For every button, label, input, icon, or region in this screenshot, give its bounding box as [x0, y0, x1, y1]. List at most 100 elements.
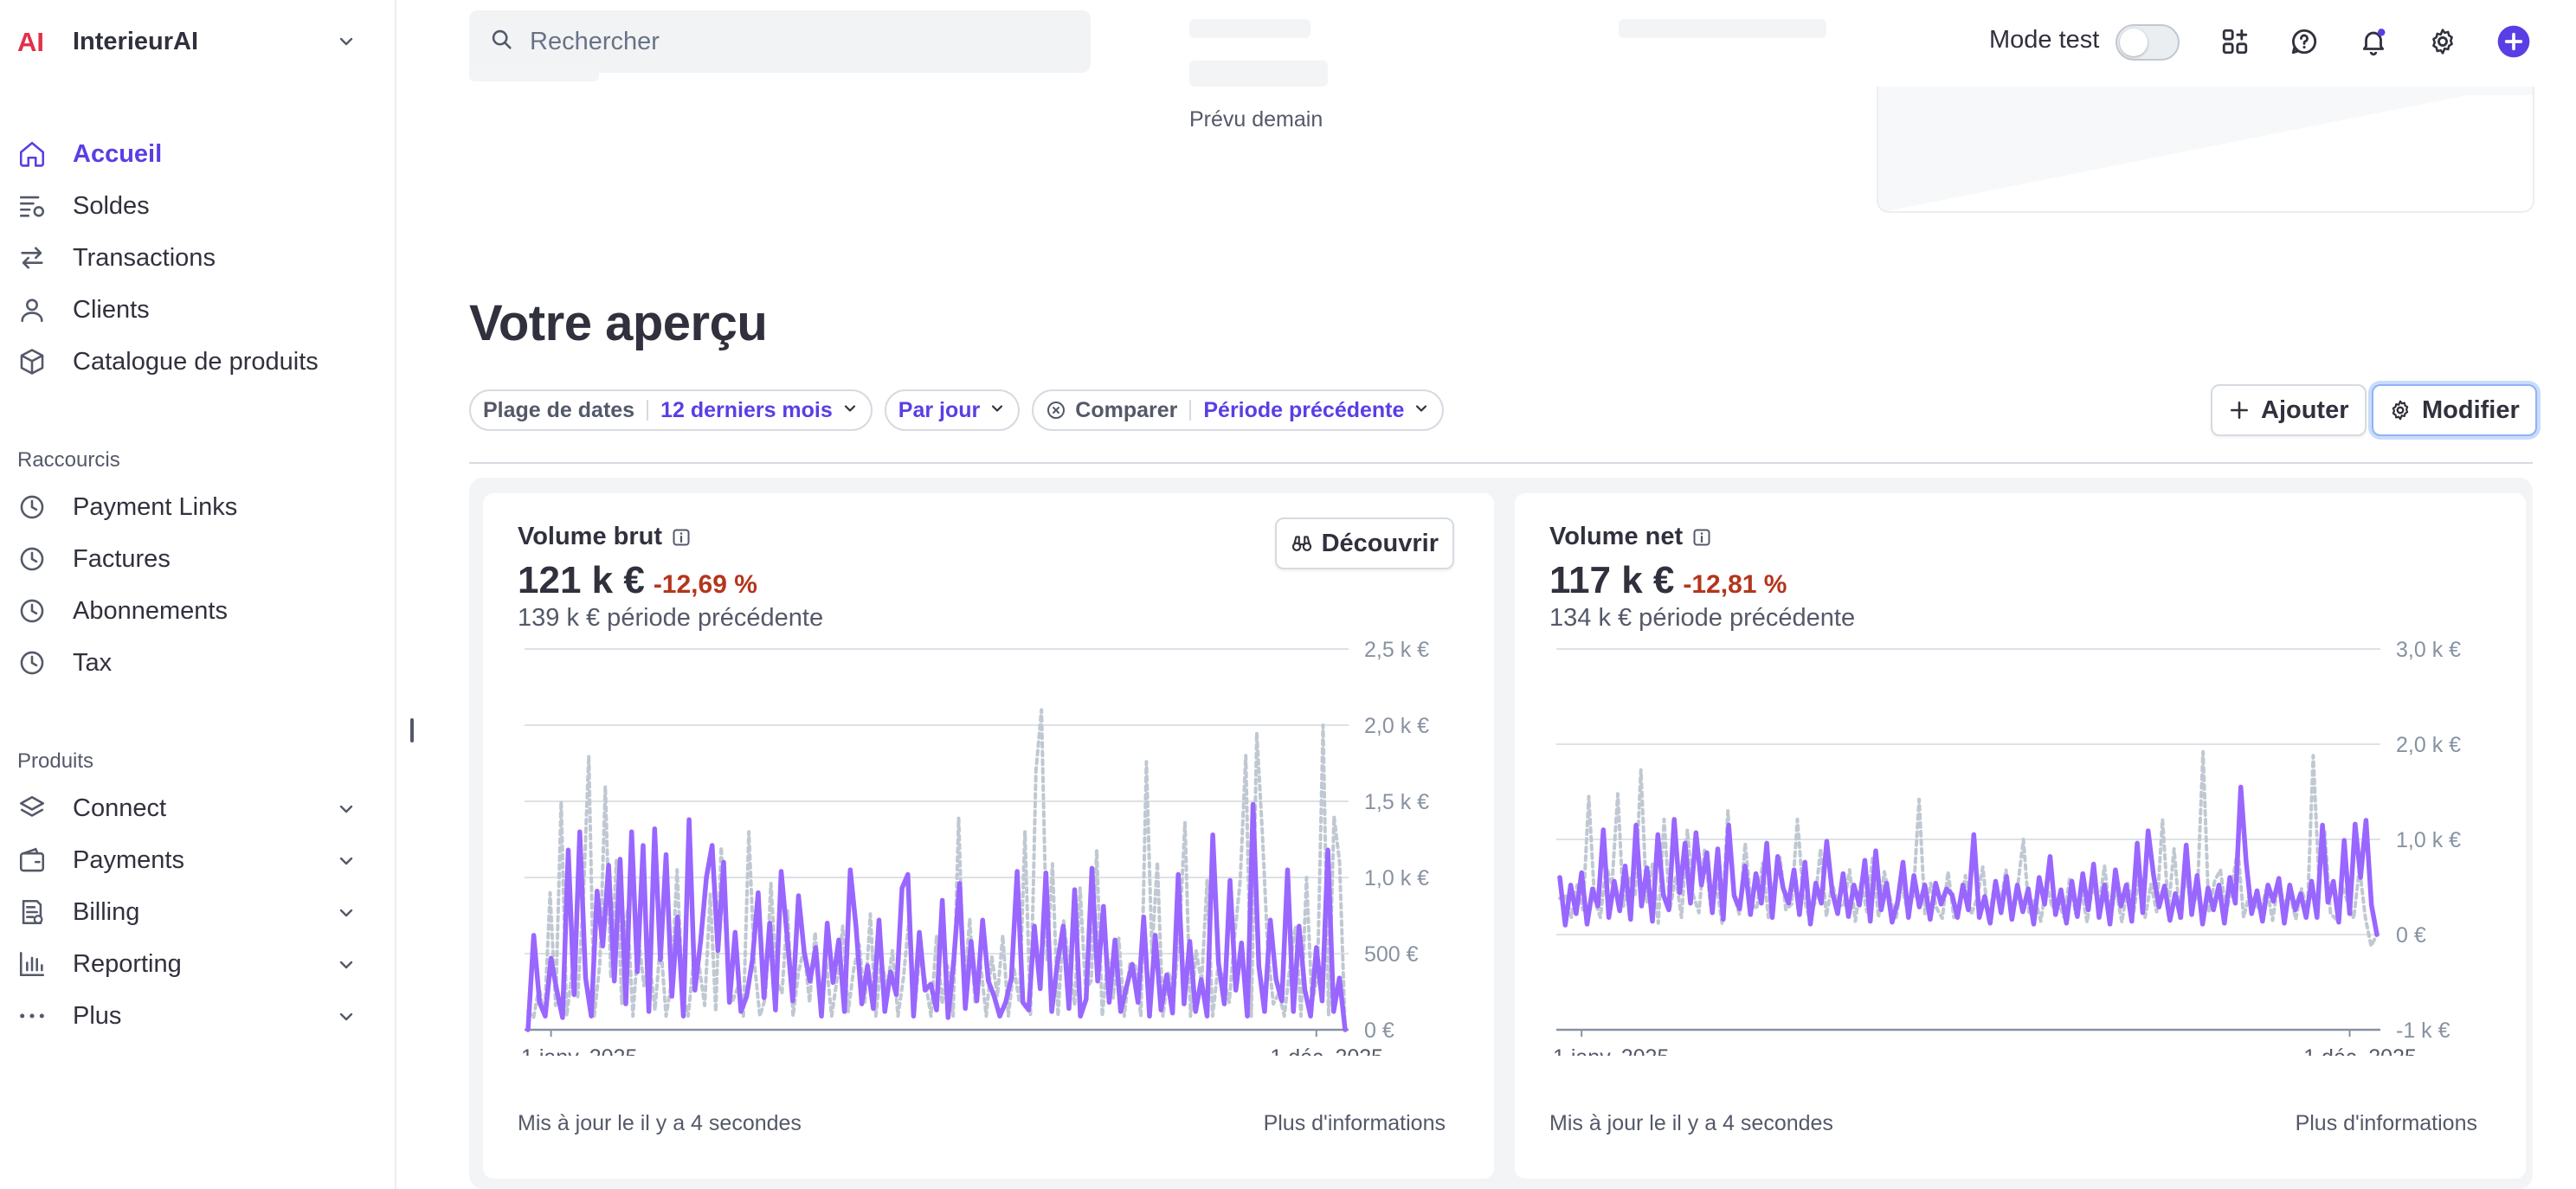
x-tick-label: 1 déc. 2025: [1270, 1045, 1383, 1056]
metric-amount: 117 k €: [1549, 559, 1675, 601]
nav-item-subscriptions[interactable]: Abonnements: [17, 588, 364, 633]
nav-item-balances[interactable]: Soldes: [17, 183, 364, 228]
layers-icon: [17, 789, 55, 827]
nav-item-transactions[interactable]: Transactions: [17, 235, 364, 280]
nav-item-payment-links[interactable]: Payment Links: [17, 485, 364, 530]
section-divider: [469, 462, 2533, 464]
granularity-filter[interactable]: Par jour: [884, 389, 1021, 431]
faded-label: [1189, 19, 1311, 38]
nav-item-reporting[interactable]: Reporting: [17, 942, 364, 987]
invoice-icon: [17, 893, 55, 931]
settings-gear-icon[interactable]: [2425, 24, 2460, 59]
metric-value: 121 k € -12,69 %: [518, 559, 757, 602]
nav-item-label: Connect: [73, 794, 167, 822]
nav-item-label: Clients: [73, 295, 150, 324]
nav-item-connect[interactable]: Connect: [17, 786, 364, 831]
chevron-down-icon: [336, 902, 357, 930]
y-tick-label: 1,5 k €: [1364, 790, 1429, 814]
add-widget-label: Ajouter: [2261, 395, 2349, 424]
gross-volume-chart[interactable]: 0 € 500 € 1,0 k € 1,5 k € 2,0 k € 2,5 k € 1 ja…: [483, 623, 1494, 1056]
create-plus-icon[interactable]: [2496, 24, 2531, 59]
nav-item-label: Soldes: [73, 191, 150, 220]
apps-add-icon[interactable]: [2218, 24, 2252, 59]
nav-item-customers[interactable]: Clients: [17, 287, 364, 332]
section-title-shortcuts: Raccourcis: [17, 448, 120, 472]
info-icon[interactable]: [671, 527, 692, 548]
person-icon: [17, 291, 55, 329]
sidebar-resize-handle[interactable]: [410, 718, 414, 742]
account-name: InterieurAI: [73, 27, 199, 55]
net-volume-card[interactable]: Volume net 117 k € -12,81 % 134 k € péri…: [1515, 493, 2526, 1179]
y-tick-label: 3,0 k €: [2396, 638, 2461, 662]
y-tick-label: -1 k €: [2396, 1019, 2450, 1043]
chevron-down-icon: [1413, 398, 1430, 423]
faded-label: [469, 66, 599, 81]
sidebar: AI InterieurAI Accueil Soldes Transactio…: [0, 0, 396, 1189]
nav-item-label: Payment Links: [73, 492, 238, 521]
box-icon: [17, 343, 55, 381]
nav-item-more[interactable]: Plus: [17, 993, 364, 1038]
filter-separator: [647, 400, 649, 421]
help-icon[interactable]: [2287, 24, 2322, 59]
gross-volume-card[interactable]: Volume brut 121 k € -12,69 % 139 k € pér…: [483, 493, 1494, 1179]
nav-item-product-catalog[interactable]: Catalogue de produits: [17, 339, 364, 384]
wallet-icon: [17, 841, 55, 879]
date-range-filter[interactable]: Plage de dates 12 derniers mois: [469, 389, 873, 431]
edit-dashboard-button[interactable]: Modifier: [2372, 384, 2537, 436]
nav-item-label: Billing: [73, 897, 140, 926]
more-info-link[interactable]: Plus d'informations: [1263, 1111, 1446, 1135]
y-tick-label: 0 €: [2396, 923, 2426, 948]
clock-icon: [17, 540, 55, 578]
notifications-bell-icon[interactable]: [2356, 24, 2391, 59]
search-icon: [490, 28, 514, 56]
metric-change: -12,69 %: [653, 570, 757, 599]
gear-icon: [2389, 399, 2412, 421]
nav-item-billing[interactable]: Billing: [17, 890, 364, 935]
more-dots-icon: [17, 997, 55, 1035]
nav-item-home[interactable]: Accueil: [17, 132, 364, 177]
net-volume-chart[interactable]: -1 k € 0 € 1,0 k € 2,0 k € 3,0 k € 1 janv. 20…: [1515, 623, 2526, 1056]
faded-chart-card: [1877, 87, 2534, 213]
updated-timestamp: Mis à jour le il y a 4 secondes: [518, 1111, 802, 1135]
clear-circle-x-icon[interactable]: [1046, 400, 1066, 421]
brand-logo: AI: [17, 29, 54, 55]
arrows-swap-icon: [17, 239, 55, 277]
clock-icon: [17, 488, 55, 526]
mode-test-toggle[interactable]: [2116, 24, 2180, 61]
nav-item-label: Accueil: [73, 139, 163, 168]
page-title: Votre aperçu: [469, 295, 768, 351]
nav-item-payments[interactable]: Payments: [17, 838, 364, 883]
x-tick-label: 1 janv. 2025: [1553, 1045, 1669, 1056]
search-bar[interactable]: [469, 10, 1091, 73]
nav-item-tax[interactable]: Tax: [17, 640, 364, 685]
chevron-down-icon: [336, 31, 357, 56]
nav-item-label: Abonnements: [73, 596, 228, 625]
add-widget-button[interactable]: Ajouter: [2211, 384, 2367, 436]
nav-item-label: Reporting: [73, 949, 182, 978]
card-title-text: Volume brut: [518, 523, 663, 550]
previous-period-series-line: [526, 708, 1347, 1032]
filter-separator: [1189, 400, 1192, 421]
info-icon[interactable]: [1691, 527, 1712, 548]
home-icon: [17, 135, 55, 173]
bar-chart-icon: [17, 945, 55, 983]
compare-filter[interactable]: Comparer Période précédente: [1032, 389, 1445, 431]
plus-icon: [2228, 399, 2251, 421]
chevron-down-icon: [336, 798, 357, 826]
nav-item-invoices[interactable]: Factures: [17, 537, 364, 582]
toggle-knob: [2120, 29, 2148, 56]
faded-value: [1189, 61, 1328, 87]
updated-timestamp: Mis à jour le il y a 4 secondes: [1549, 1111, 1833, 1135]
y-tick-label: 500 €: [1364, 942, 1419, 967]
metric-amount: 121 k €: [518, 559, 645, 601]
metric-change: -12,81 %: [1683, 570, 1787, 599]
search-input[interactable]: [530, 27, 1049, 56]
account-switcher[interactable]: AI InterieurAI: [17, 22, 364, 61]
binoculars-icon: [1291, 532, 1313, 555]
clock-icon: [17, 644, 55, 682]
more-info-link[interactable]: Plus d'informations: [2295, 1111, 2477, 1135]
discover-button[interactable]: Découvrir: [1274, 517, 1454, 569]
card-title: Volume net: [1549, 523, 1712, 551]
chevron-down-icon: [336, 1006, 357, 1034]
balances-icon: [17, 187, 55, 225]
